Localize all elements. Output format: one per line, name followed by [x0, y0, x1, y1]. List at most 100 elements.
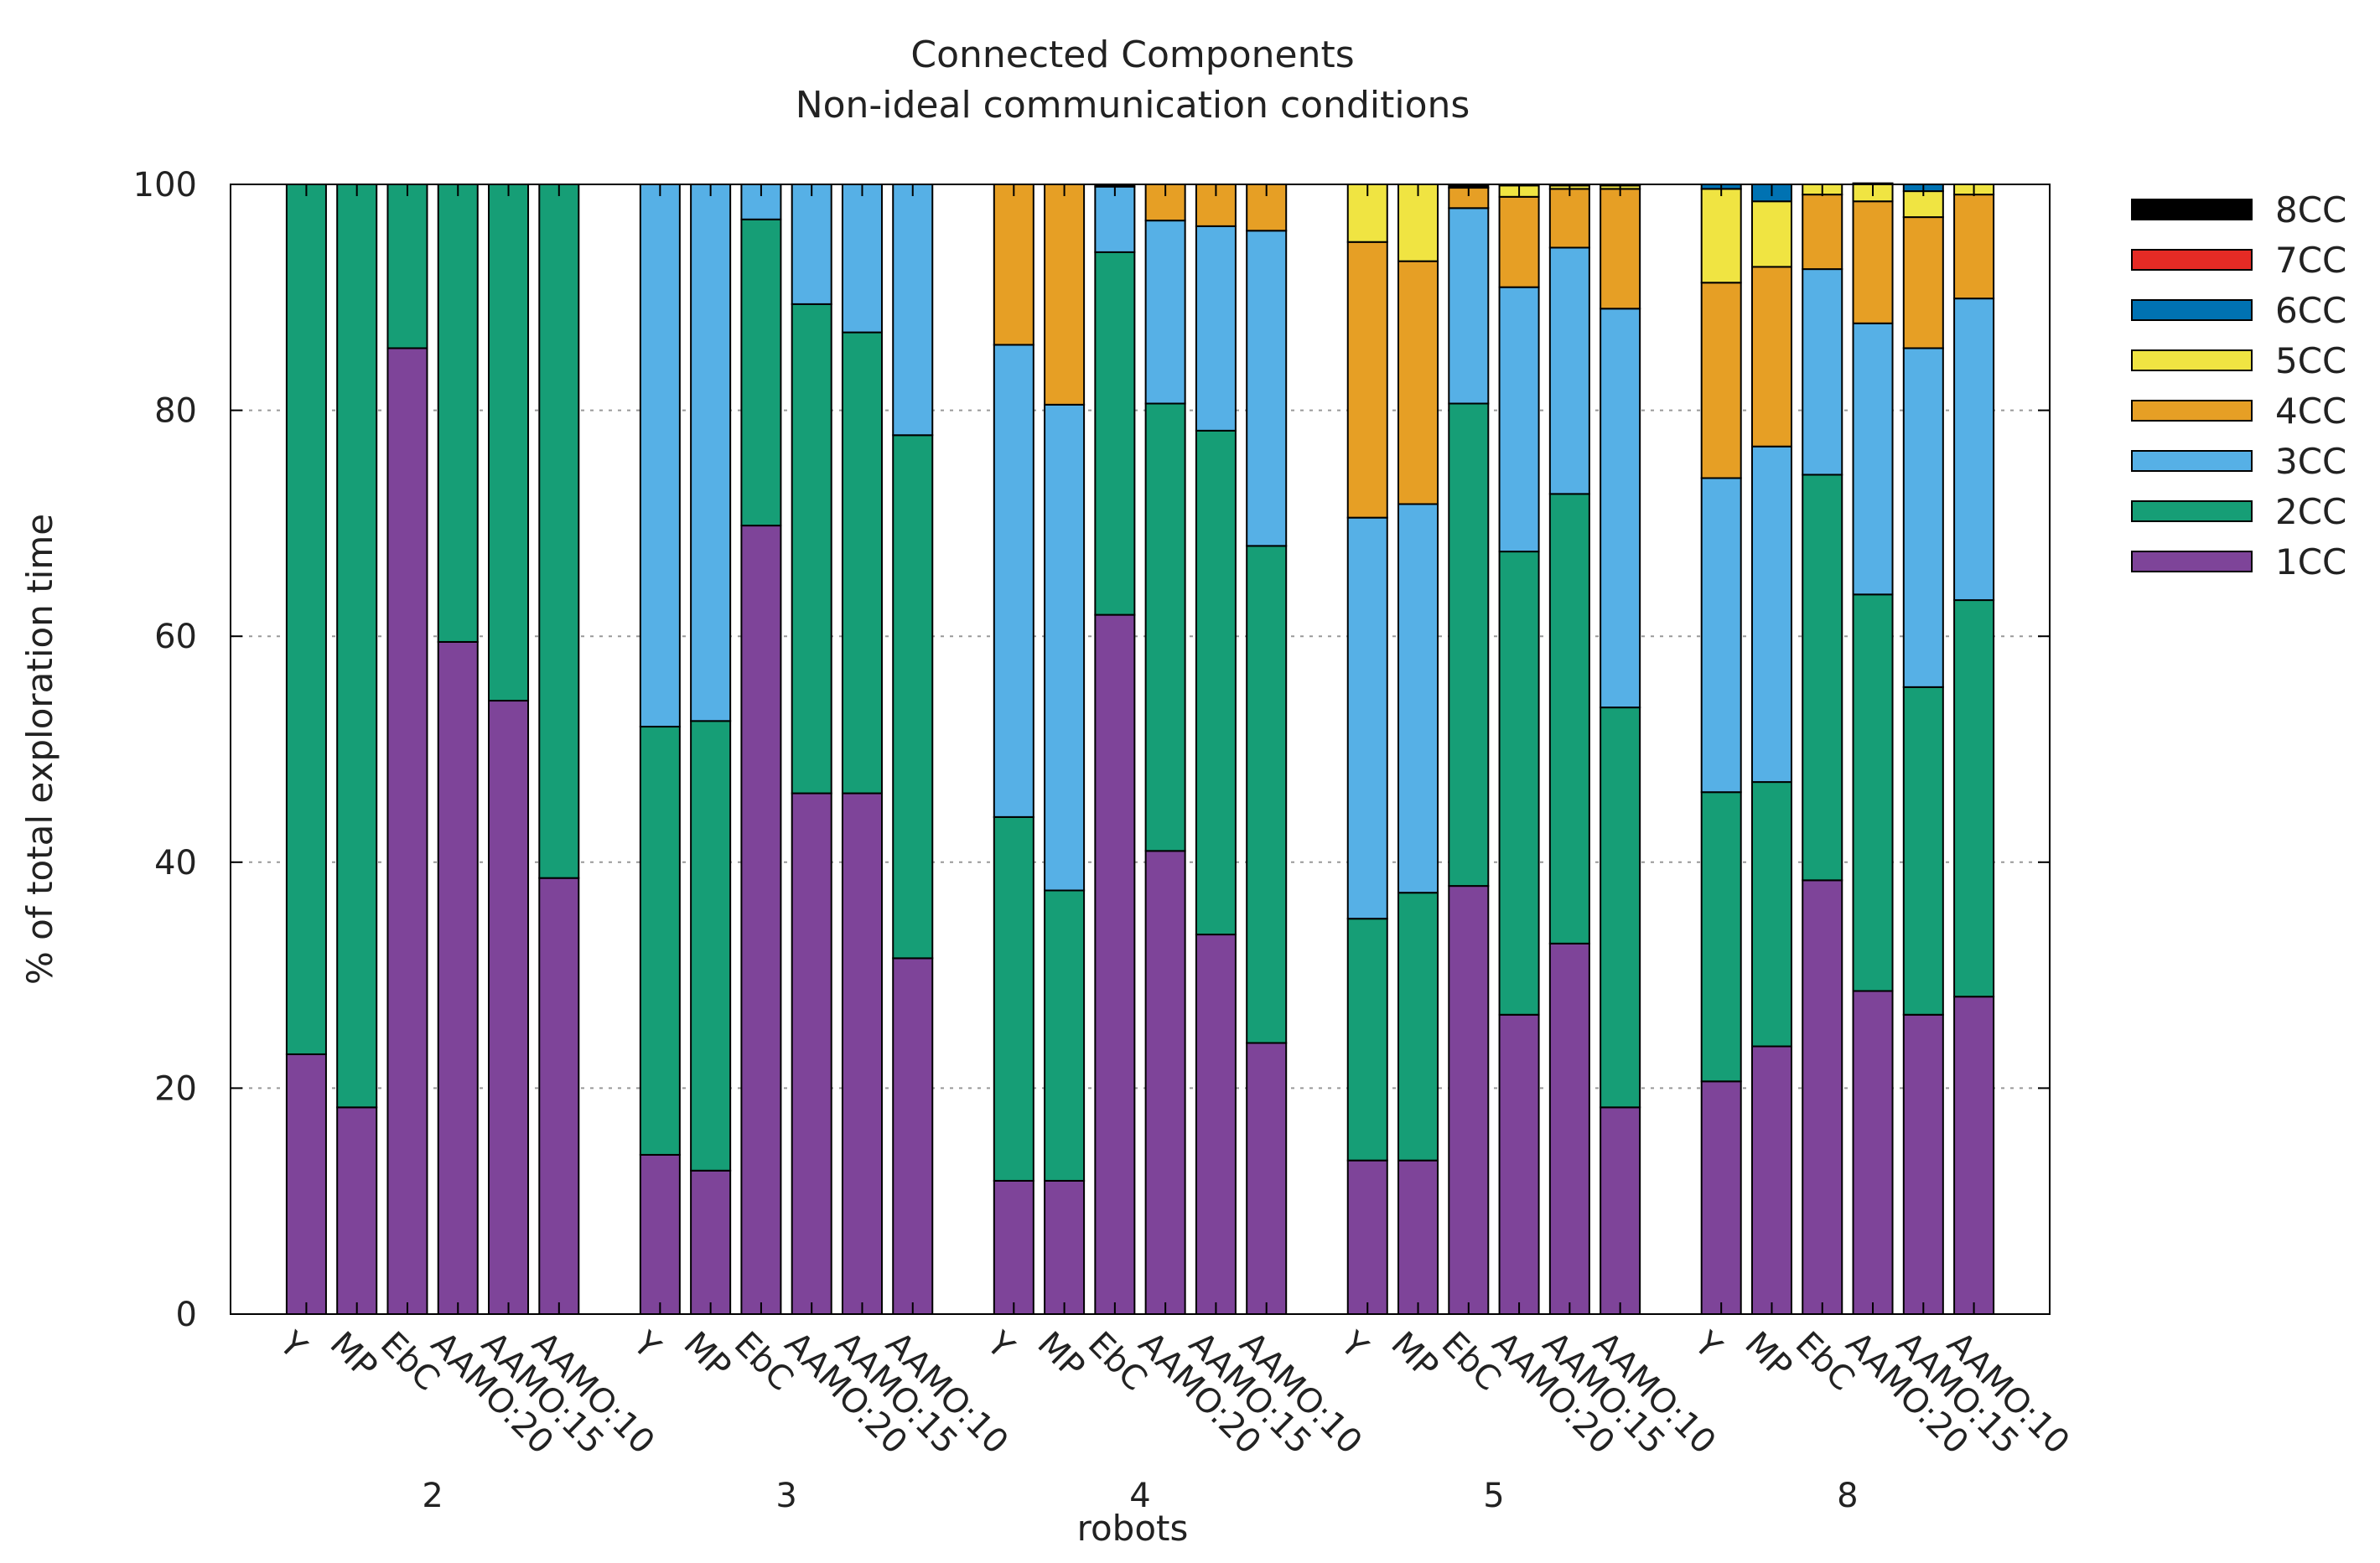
bar-segment-1cc-group-8-y — [1700, 1080, 1742, 1316]
bar-segment-1cc-group-4-ebc — [1094, 613, 1136, 1315]
bar-segment-2cc-group-2-aamo-15 — [488, 184, 530, 702]
bar-segment-2cc-group-3-ebc — [740, 218, 782, 527]
bar-segment-1cc-group-5-y — [1346, 1159, 1388, 1316]
bar-segment-3cc-group-3-aamo-15 — [841, 184, 883, 334]
legend-swatch-8cc — [2131, 199, 2253, 220]
bar-segment-3cc-group-4-aamo-15 — [1195, 225, 1237, 432]
bar-segment-4cc-group-5-aamo-10 — [1600, 188, 1641, 310]
y-axis-ticks: 0 20 40 60 80 100 — [133, 166, 2050, 1334]
bar-segment-3cc-group-8-aamo-10 — [1953, 298, 1995, 602]
bars — [285, 182, 1995, 1316]
bar-segment-3cc-group-3-y — [639, 184, 681, 728]
bar-segment-5cc-group-5-mp — [1397, 184, 1439, 262]
bar-segment-2cc-group-3-y — [639, 726, 681, 1156]
bar-segment-3cc-group-5-y — [1346, 516, 1388, 920]
bar-segment-3cc-group-4-ebc — [1094, 185, 1136, 253]
bar-segment-2cc-group-4-aamo-15 — [1195, 429, 1237, 936]
bar-segment-1cc-group-5-aamo-20 — [1498, 1013, 1540, 1316]
bar-segment-1cc-group-3-aamo-20 — [791, 792, 832, 1315]
bar-segment-4cc-group-4-aamo-15 — [1195, 184, 1237, 227]
y-tick-label: 80 — [154, 392, 197, 431]
bar-segment-2cc-group-5-y — [1346, 918, 1388, 1162]
bar-segment-2cc-group-4-aamo-20 — [1144, 402, 1186, 852]
bar-segment-2cc-group-5-mp — [1397, 892, 1439, 1162]
bar-segment-3cc-group-8-ebc — [1802, 268, 1843, 476]
y-tick-label: 60 — [154, 618, 197, 656]
group-label: 8 — [1837, 1477, 1858, 1515]
bar-segment-3cc-group-4-aamo-10 — [1246, 230, 1288, 547]
bar-segment-3cc-group-5-mp — [1397, 503, 1439, 894]
bar-segment-4cc-group-8-aamo-15 — [1902, 216, 1944, 349]
bar-segment-2cc-group-5-aamo-10 — [1600, 706, 1641, 1109]
bar-segment-1cc-group-2-ebc — [386, 347, 428, 1316]
legend-swatch-3cc — [2131, 450, 2253, 472]
bar-segment-2cc-group-2-aamo-20 — [437, 184, 479, 643]
group-label: 4 — [1129, 1477, 1150, 1515]
bar-segment-1cc-group-3-mp — [690, 1169, 732, 1316]
bar-segment-2cc-group-2-mp — [336, 184, 378, 1109]
y-tick-label: 100 — [133, 166, 197, 204]
bar-segment-1cc-group-8-ebc — [1802, 879, 1843, 1315]
bar-segment-1cc-group-8-aamo-10 — [1953, 996, 1995, 1315]
legend-label-5cc: 5CC — [2275, 340, 2346, 381]
bar-segment-1cc-group-2-mp — [336, 1106, 378, 1315]
bar-segment-1cc-group-5-aamo-15 — [1548, 942, 1590, 1315]
legend-swatch-1cc — [2131, 551, 2253, 572]
group-label: 2 — [422, 1477, 443, 1515]
bar-segment-2cc-group-4-y — [993, 815, 1034, 1182]
bar-segment-2cc-group-8-mp — [1750, 781, 1792, 1048]
bar-segment-3cc-group-8-aamo-20 — [1852, 322, 1894, 596]
legend-label-2cc: 2CC — [2275, 491, 2346, 532]
bar-segment-1cc-group-4-aamo-15 — [1195, 934, 1237, 1315]
bar-segment-2cc-group-8-aamo-10 — [1953, 599, 1995, 998]
bar-segment-3cc-group-4-y — [993, 344, 1034, 818]
bar-segment-1cc-group-2-aamo-10 — [538, 877, 580, 1316]
bar-segment-4cc-group-5-aamo-15 — [1548, 188, 1590, 249]
chart-title: Connected Components — [910, 34, 1354, 76]
legend-label-1cc: 1CC — [2275, 541, 2346, 582]
legend-swatch-7cc — [2131, 249, 2253, 271]
y-tick-label: 40 — [154, 844, 197, 882]
bar-segment-3cc-group-5-aamo-10 — [1600, 308, 1641, 709]
bar-segment-1cc-group-3-ebc — [740, 525, 782, 1315]
bar-segment-2cc-group-3-aamo-15 — [841, 331, 883, 794]
bar-segment-4cc-group-8-aamo-20 — [1852, 200, 1894, 324]
bar-segment-1cc-group-8-aamo-20 — [1852, 990, 1894, 1315]
bar-segment-3cc-group-8-mp — [1750, 445, 1792, 784]
bar-segment-2cc-group-8-aamo-20 — [1852, 593, 1894, 992]
bar-segment-2cc-group-5-aamo-20 — [1498, 551, 1540, 1016]
bar-segment-1cc-group-2-aamo-20 — [437, 640, 479, 1315]
bar-segment-4cc-group-8-y — [1700, 282, 1742, 479]
bar-segment-1cc-group-4-y — [993, 1179, 1034, 1315]
x-axis-label: robots — [1077, 1508, 1189, 1549]
bar-segment-4cc-group-8-aamo-10 — [1953, 194, 1995, 300]
bar-segment-2cc-group-8-ebc — [1802, 474, 1843, 882]
y-tick-label: 0 — [176, 1296, 197, 1334]
bar-segment-4cc-group-5-mp — [1397, 260, 1439, 505]
bar-segment-2cc-group-4-aamo-10 — [1246, 545, 1288, 1044]
bar-segment-2cc-group-5-aamo-15 — [1548, 493, 1590, 945]
legend-label-8cc: 8CC — [2275, 189, 2346, 230]
bar-segment-5cc-group-8-y — [1700, 188, 1742, 284]
legend-swatch-2cc — [2131, 500, 2253, 522]
bar-segment-1cc-group-4-aamo-20 — [1144, 850, 1186, 1315]
bar-segment-2cc-group-3-aamo-20 — [791, 303, 832, 794]
bar-segment-4cc-group-8-mp — [1750, 266, 1792, 448]
bar-segment-4cc-group-4-y — [993, 184, 1034, 346]
bar-segment-2cc-group-8-y — [1700, 791, 1742, 1083]
legend-label-7cc: 7CC — [2275, 240, 2346, 281]
bar-segment-1cc-group-2-y — [285, 1053, 327, 1315]
bar-segment-1cc-group-4-aamo-10 — [1246, 1042, 1288, 1315]
bar-segment-3cc-group-3-aamo-20 — [791, 184, 832, 305]
legend-label-4cc: 4CC — [2275, 391, 2346, 432]
bar-segment-2cc-group-4-mp — [1044, 889, 1086, 1182]
bar-segment-1cc-group-2-aamo-15 — [488, 700, 530, 1315]
bar-segment-1cc-group-8-mp — [1750, 1045, 1792, 1316]
plot-frame — [230, 184, 2051, 1315]
x-axis-group-labels: 2 3 4 5 8 — [422, 1477, 1858, 1515]
legend-label-3cc: 3CC — [2275, 441, 2346, 482]
bar-segment-2cc-group-2-aamo-10 — [538, 184, 580, 879]
bar-segment-2cc-group-3-aamo-10 — [892, 434, 934, 960]
bar-segment-4cc-group-4-mp — [1044, 184, 1086, 406]
